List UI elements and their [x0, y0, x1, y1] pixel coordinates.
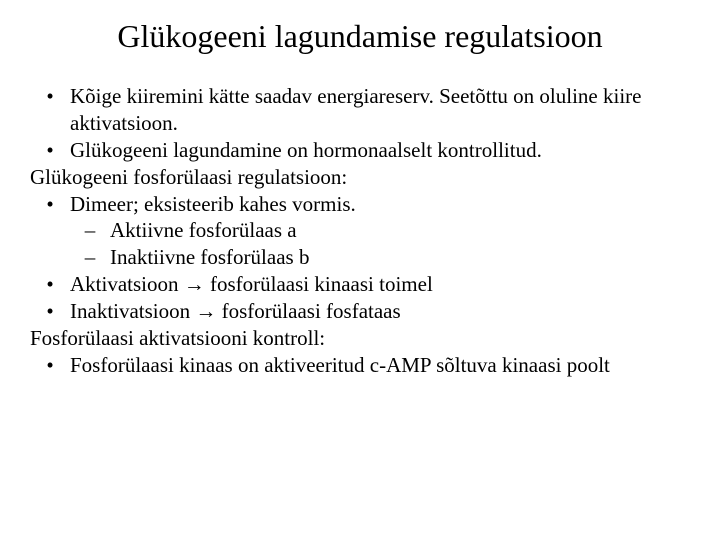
bullet-dash-icon: – [70, 217, 110, 244]
bullet-text: Fosforülaasi kinaas on aktiveeritud c-AM… [70, 352, 690, 379]
bullet-dot-icon: • [30, 83, 70, 110]
sub-bullet-text: Aktiivne fosforülaas a [110, 217, 690, 244]
bullet-item: • Glükogeeni lagundamine on hormonaalsel… [30, 137, 690, 164]
bullet-item: • Dimeer; eksisteerib kahes vormis. [30, 191, 690, 218]
bullet-dot-icon: • [30, 298, 70, 325]
plain-text: Fosforülaasi aktivatsiooni kontroll: [30, 325, 690, 352]
bullet-dot-icon: • [30, 271, 70, 298]
slide-body: • Kõige kiiremini kätte saadav energiare… [30, 83, 690, 379]
bullet-text: Kõige kiiremini kätte saadav energiarese… [70, 83, 690, 137]
bullet-text: Dimeer; eksisteerib kahes vormis. [70, 191, 690, 218]
sub-bullet-text: Inaktiivne fosforülaas b [110, 244, 690, 271]
bullet-item: • Kõige kiiremini kätte saadav energiare… [30, 83, 690, 137]
bullet-dot-icon: • [30, 137, 70, 164]
slide: Glükogeeni lagundamise regulatsioon • Kõ… [0, 0, 720, 540]
bullet-item: • Aktivatsioon → fosforülaasi kinaasi to… [30, 271, 690, 298]
bullet-text: Inaktivatsioon → fosforülaasi fosfataas [70, 298, 690, 325]
bullet-item: • Inaktivatsioon → fosforülaasi fosfataa… [30, 298, 690, 325]
sub-bullet-item: – Inaktiivne fosforülaas b [30, 244, 690, 271]
bullet-item: • Fosforülaasi kinaas on aktiveeritud c-… [30, 352, 690, 379]
bullet-dash-icon: – [70, 244, 110, 271]
bullet-text: Glükogeeni lagundamine on hormonaalselt … [70, 137, 690, 164]
bullet-text: Aktivatsioon → fosforülaasi kinaasi toim… [70, 271, 690, 298]
bullet-dot-icon: • [30, 191, 70, 218]
plain-text: Glükogeeni fosforülaasi regulatsioon: [30, 164, 690, 191]
plain-line: • Glükogeeni fosforülaasi regulatsioon: [30, 164, 690, 191]
sub-bullet-item: – Aktiivne fosforülaas a [30, 217, 690, 244]
bullet-dot-icon: • [30, 352, 70, 379]
slide-title: Glükogeeni lagundamise regulatsioon [30, 18, 690, 55]
plain-line: • Fosforülaasi aktivatsiooni kontroll: [30, 325, 690, 352]
